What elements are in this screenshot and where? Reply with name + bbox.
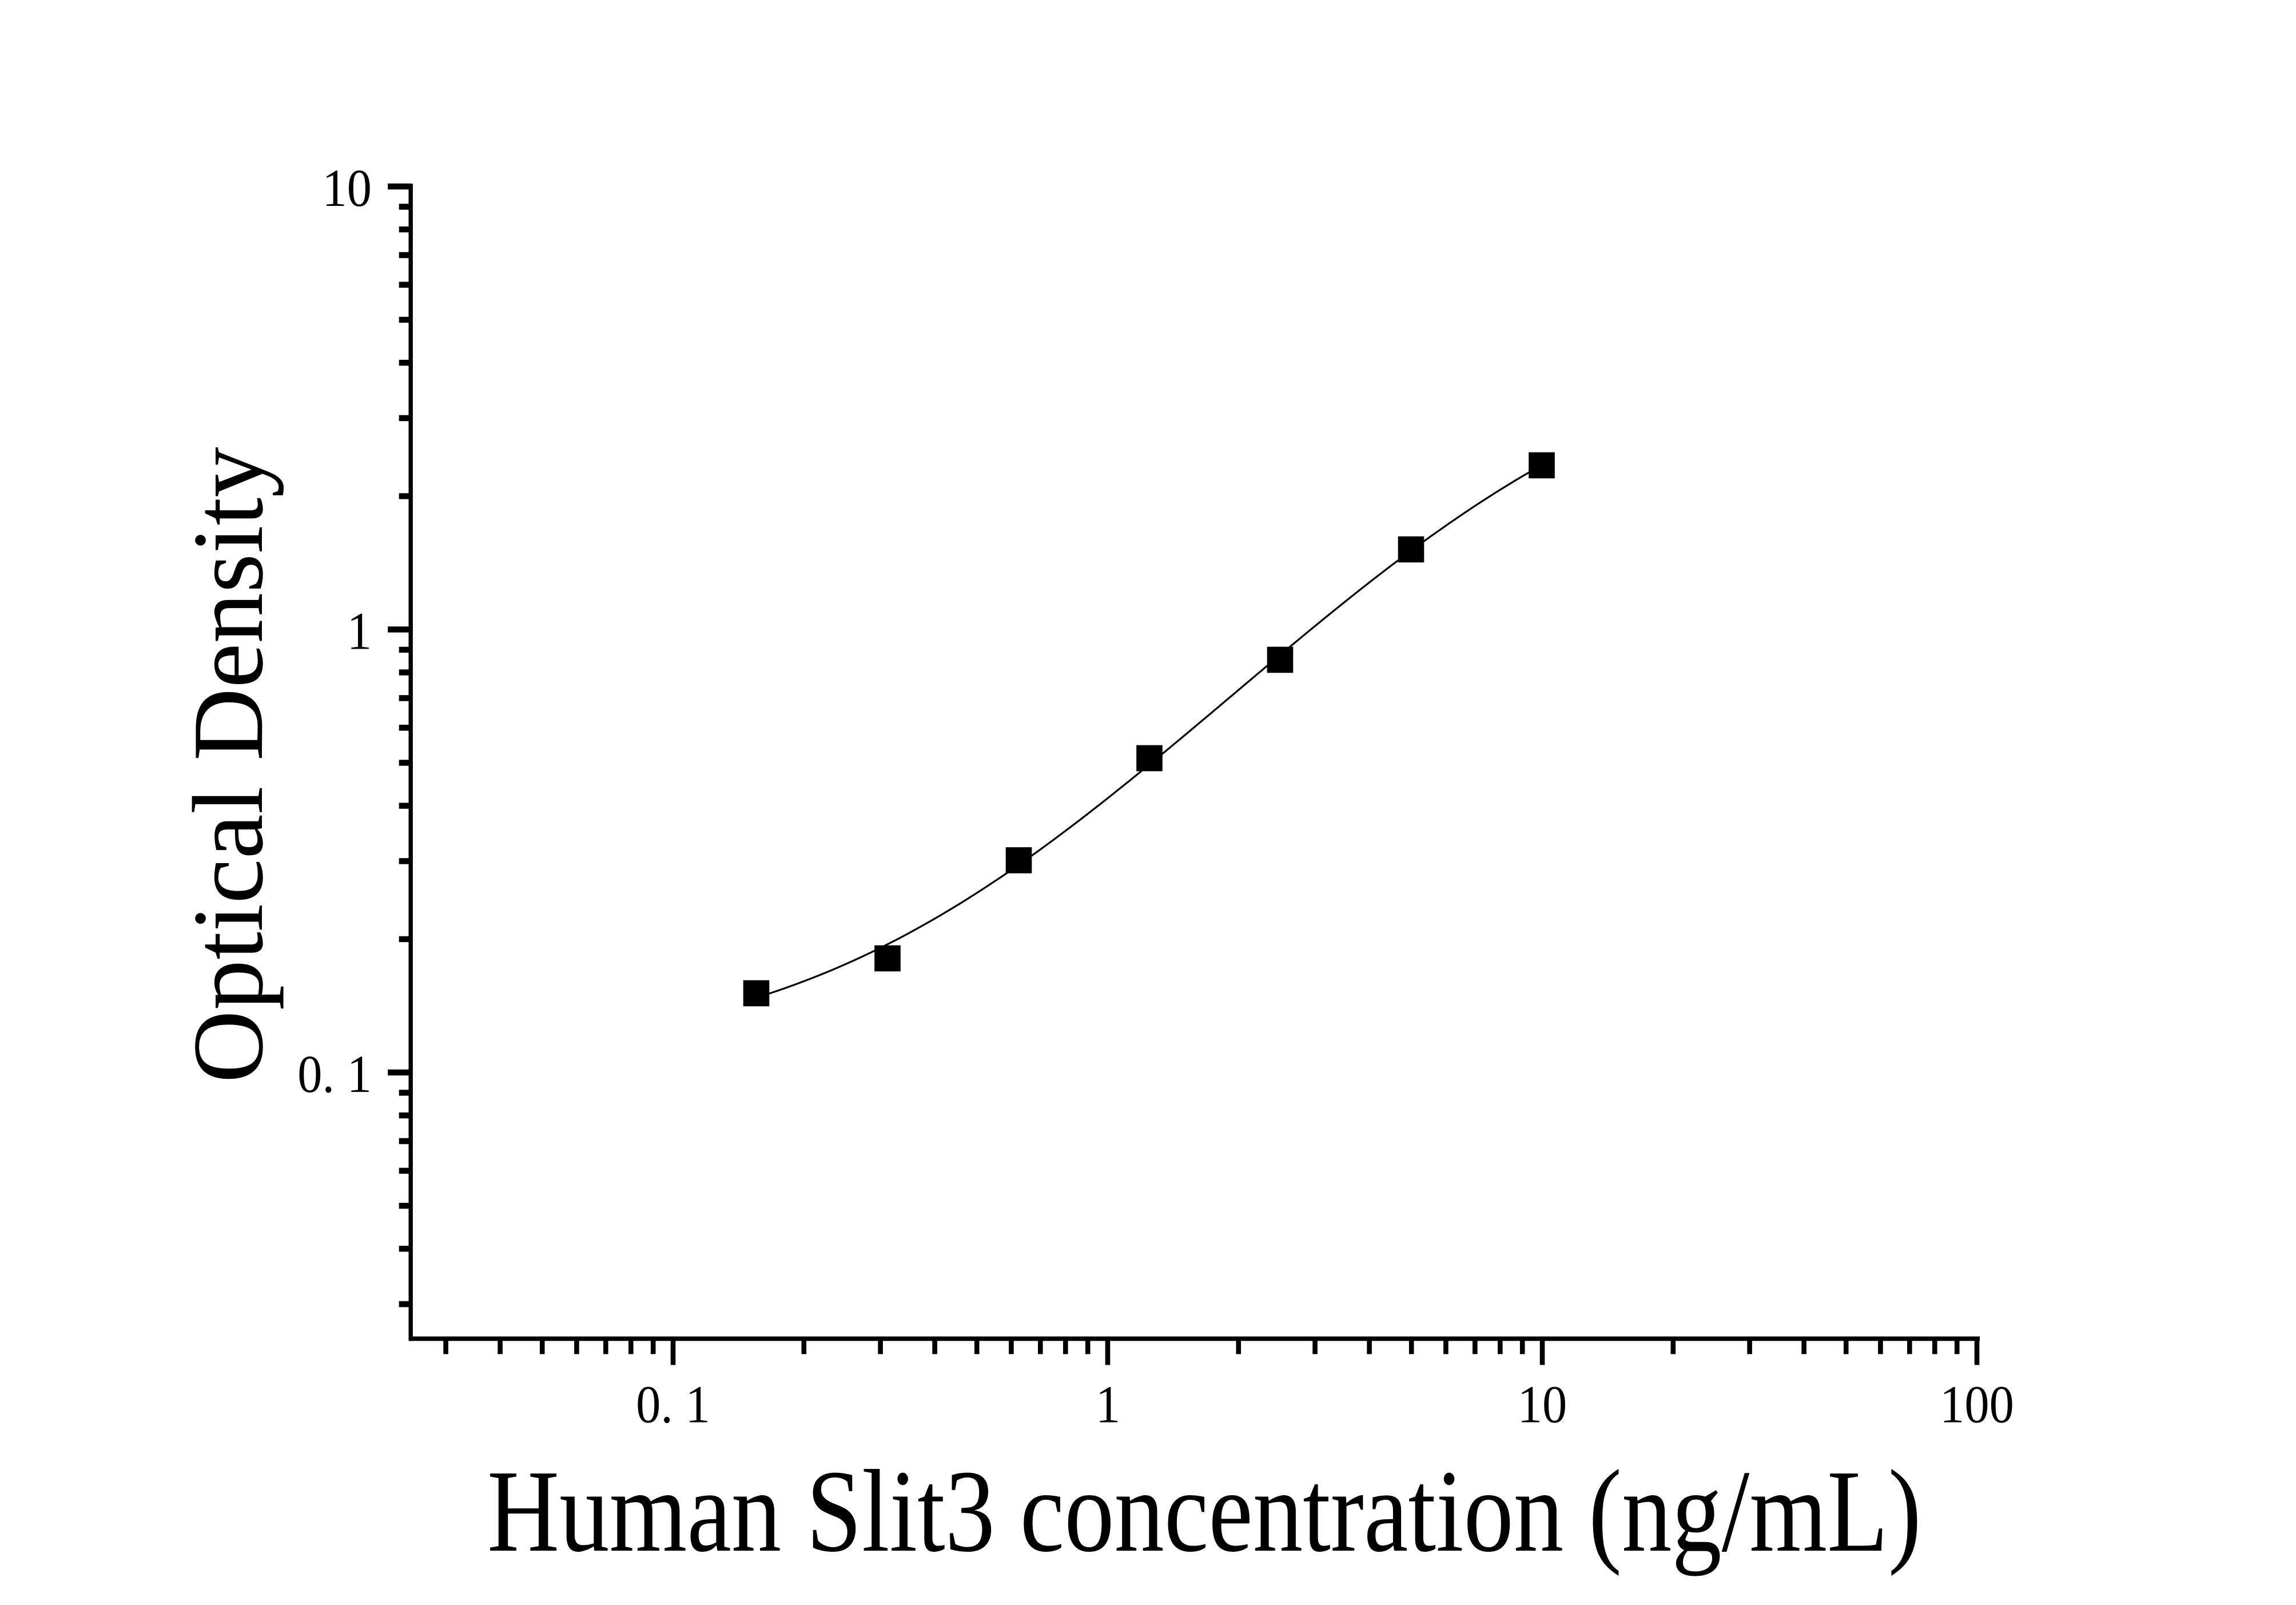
svg-text:Optical Density: Optical Density [173, 447, 284, 1083]
svg-text:Human Slit3 concentration (ng/: Human Slit3 concentration (ng/mL) [487, 1447, 1921, 1577]
svg-text:0. 1: 0. 1 [297, 1045, 372, 1104]
svg-text:1: 1 [1096, 1376, 1120, 1435]
svg-text:100: 100 [1940, 1376, 2014, 1435]
svg-text:10: 10 [1518, 1376, 1567, 1435]
svg-text:10: 10 [323, 159, 372, 218]
svg-text:0. 1: 0. 1 [636, 1376, 710, 1435]
svg-text:1: 1 [347, 602, 372, 661]
